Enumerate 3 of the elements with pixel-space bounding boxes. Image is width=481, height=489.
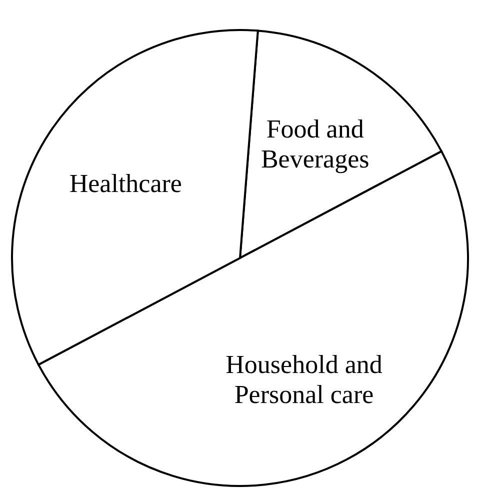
slice-label: Healthcare	[69, 168, 182, 198]
slice-label: Food and Beverages	[260, 114, 370, 174]
slice-label: Household and Personal care	[226, 349, 382, 408]
